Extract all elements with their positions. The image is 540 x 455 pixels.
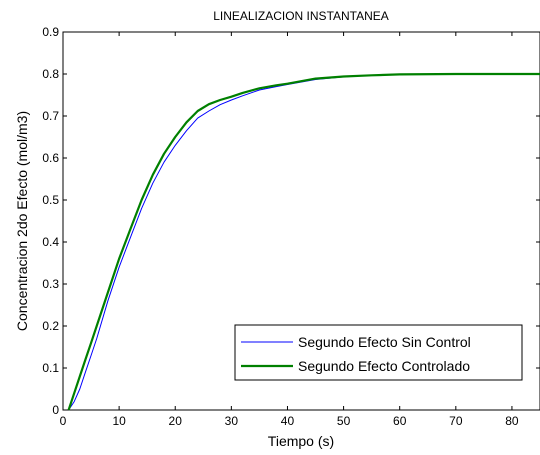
series-line-2 xyxy=(67,72,540,411)
x-tick-label: 0 xyxy=(60,414,67,428)
legend-label-2: Segundo Efecto Controlado xyxy=(298,358,470,374)
y-tick-label: 0.9 xyxy=(42,25,59,39)
y-axis-title: Concentracion 2do Efecto (mol/m3) xyxy=(14,111,30,331)
x-tick-label: 80 xyxy=(505,414,519,428)
legend-label-1: Segundo Efecto Sin Control xyxy=(298,334,471,350)
y-tick-label: 0.2 xyxy=(42,319,59,333)
y-tick-label: 0.4 xyxy=(42,235,59,249)
x-tick-label: 40 xyxy=(281,414,295,428)
x-tick-label: 60 xyxy=(393,414,407,428)
x-tick-label: 20 xyxy=(169,414,183,428)
y-tick-label: 0.5 xyxy=(42,193,59,207)
y-tick-label: 0.6 xyxy=(42,151,59,165)
x-tick-label: 10 xyxy=(112,414,126,428)
y-tick-label: 0.8 xyxy=(42,67,59,81)
x-tick-label: 70 xyxy=(449,414,463,428)
x-tick-label: 30 xyxy=(225,414,239,428)
legend: Segundo Efecto Sin Control Segundo Efecto… xyxy=(234,324,523,381)
y-tick-label: 0.3 xyxy=(42,277,59,291)
chart-title: LINEALIZACION INSTANTANEA xyxy=(213,9,389,23)
x-axis-title: Tiempo (s) xyxy=(268,433,334,449)
data-series xyxy=(67,72,540,411)
x-tick-label: 50 xyxy=(337,414,351,428)
y-tick-label: 0 xyxy=(52,403,59,417)
axis-ticks: 0 10 20 30 40 50 60 70 80 0 0.1 0.2 0.3 0.4 0.5 0.6 0.7 0… xyxy=(42,25,540,428)
y-tick-label: 0.1 xyxy=(42,361,59,375)
legend-box xyxy=(234,324,523,381)
y-tick-label: 0.7 xyxy=(42,109,59,123)
